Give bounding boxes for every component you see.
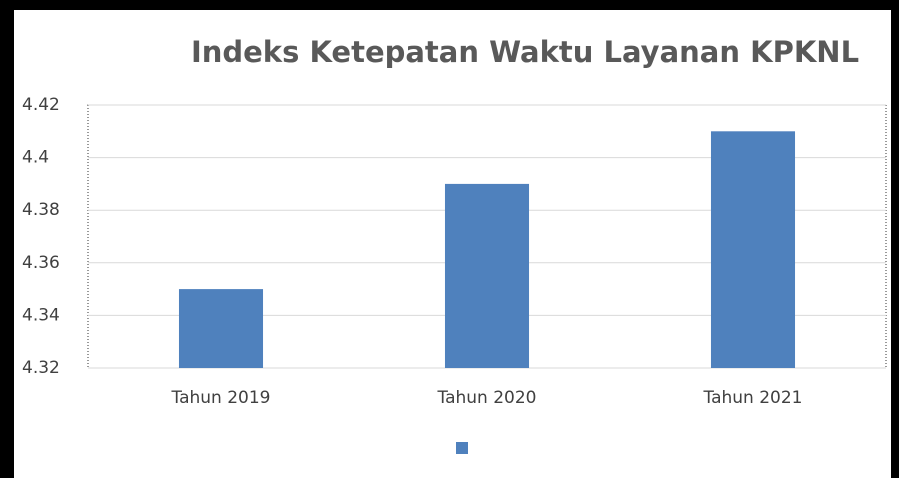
x-tick-label: Tahun 2020 (437, 388, 537, 408)
bar (710, 131, 796, 368)
y-tick-label: 4.42 (22, 95, 60, 115)
y-tick-label: 4.36 (22, 253, 60, 273)
x-tick-label: Tahun 2021 (703, 388, 803, 408)
y-tick-label: 4.4 (22, 148, 49, 168)
y-tick-label: 4.38 (22, 200, 60, 220)
legend-marker (456, 442, 468, 454)
y-tick-label: 4.32 (22, 358, 60, 378)
chart-title: Indeks Ketepatan Waktu Layanan KPKNL (191, 35, 859, 69)
bar (178, 289, 264, 368)
x-tick-label: Tahun 2019 (171, 388, 271, 408)
y-tick-label: 4.34 (22, 305, 60, 325)
bar (444, 183, 530, 368)
